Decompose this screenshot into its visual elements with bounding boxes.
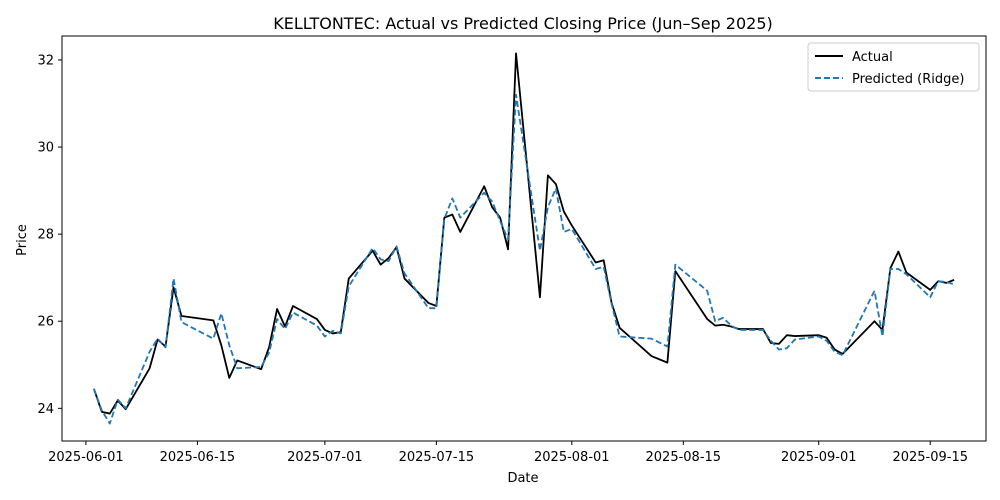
y-tick-label: 28 xyxy=(37,228,54,243)
legend-predicted-label: Predicted (Ridge) xyxy=(852,72,964,87)
x-tick-label: 2025-08-01 xyxy=(534,450,610,465)
y-axis: 24 26 28 30 32 xyxy=(37,53,62,417)
x-tick-label: 2025-07-15 xyxy=(399,450,475,465)
legend: Actual Predicted (Ridge) xyxy=(807,42,980,92)
x-tick-label: 2025-08-15 xyxy=(646,450,722,465)
y-axis-title: Price xyxy=(15,224,30,256)
x-axis: 2025-06-01 2025-06-15 2025-07-01 2025-07-15… xyxy=(48,441,968,465)
legend-actual-label: Actual xyxy=(852,50,893,65)
series-line-actual xyxy=(93,52,955,415)
series-layer xyxy=(93,52,955,425)
x-tick-label: 2025-06-01 xyxy=(48,450,124,465)
x-tick-label: 2025-09-01 xyxy=(781,450,857,465)
x-axis-title: Date xyxy=(507,471,538,486)
x-tick-label: 2025-09-15 xyxy=(892,450,968,465)
y-tick-label: 30 xyxy=(37,141,54,156)
chart-title: KELLTONTEC: Actual vs Predicted Closing … xyxy=(273,14,773,33)
y-tick-label: 24 xyxy=(37,402,54,417)
y-tick-label: 26 xyxy=(37,315,54,330)
series-line-predicted-ridge xyxy=(93,93,955,425)
y-tick-label: 32 xyxy=(37,53,54,68)
x-tick-label: 2025-06-15 xyxy=(160,450,236,465)
plot-frame xyxy=(61,35,987,442)
legend-box xyxy=(807,42,980,92)
x-tick-label: 2025-07-01 xyxy=(287,450,363,465)
